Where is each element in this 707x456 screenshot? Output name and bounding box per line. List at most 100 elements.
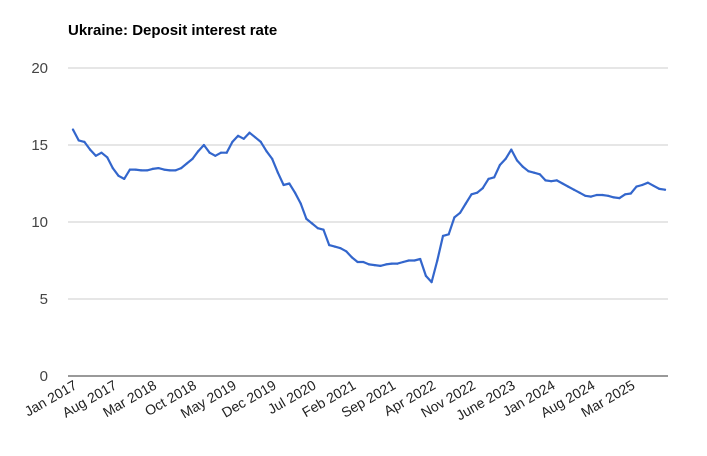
data-point bbox=[652, 184, 655, 187]
data-point bbox=[521, 165, 524, 168]
data-point bbox=[390, 262, 393, 265]
data-point bbox=[345, 250, 348, 253]
data-point bbox=[83, 140, 86, 143]
data-point bbox=[185, 162, 188, 165]
data-point bbox=[515, 159, 519, 162]
y-tick-label: 10 bbox=[31, 214, 48, 231]
data-point bbox=[77, 139, 80, 142]
data-point bbox=[373, 264, 376, 267]
data-point bbox=[447, 233, 450, 236]
data-point bbox=[191, 157, 194, 160]
data-point bbox=[168, 169, 171, 172]
data-point bbox=[527, 170, 530, 173]
data-point bbox=[293, 191, 297, 194]
data-point bbox=[265, 150, 268, 153]
y-tick-label: 15 bbox=[31, 137, 48, 154]
data-point bbox=[612, 196, 615, 199]
data-point bbox=[174, 169, 177, 172]
data-point bbox=[578, 191, 581, 194]
data-point bbox=[424, 274, 427, 277]
data-point bbox=[151, 167, 154, 170]
data-point bbox=[402, 260, 405, 264]
y-tick-label: 20 bbox=[31, 60, 48, 77]
data-point bbox=[225, 151, 228, 154]
data-point bbox=[157, 167, 160, 170]
data-point bbox=[572, 188, 576, 191]
data-point bbox=[350, 256, 353, 259]
data-point bbox=[254, 136, 257, 139]
data-point bbox=[555, 179, 558, 182]
data-point bbox=[646, 181, 650, 184]
data-point bbox=[624, 193, 627, 196]
series-line bbox=[71, 128, 667, 284]
y-tick-label: 5 bbox=[40, 291, 48, 308]
data-point bbox=[385, 263, 388, 266]
data-point bbox=[145, 169, 149, 172]
data-point bbox=[430, 281, 433, 284]
data-point bbox=[453, 216, 456, 219]
data-point bbox=[635, 185, 638, 188]
data-point bbox=[242, 137, 245, 140]
data-point bbox=[248, 131, 251, 134]
data-point bbox=[607, 194, 610, 197]
data-point bbox=[544, 179, 547, 182]
data-point bbox=[658, 187, 661, 190]
data-point bbox=[214, 154, 217, 157]
data-point bbox=[504, 157, 507, 160]
data-point bbox=[464, 202, 467, 205]
data-point bbox=[510, 148, 513, 151]
data-point bbox=[498, 163, 501, 167]
data-point bbox=[663, 188, 667, 191]
data-point bbox=[459, 211, 462, 214]
data-point bbox=[441, 234, 445, 237]
data-point bbox=[589, 195, 593, 198]
data-point bbox=[470, 193, 473, 196]
data-point bbox=[407, 259, 410, 262]
data-point bbox=[117, 174, 120, 177]
data-point bbox=[128, 168, 131, 171]
data-point bbox=[316, 227, 319, 230]
data-point bbox=[140, 169, 143, 172]
data-point bbox=[419, 257, 422, 261]
data-point bbox=[163, 168, 166, 171]
data-point bbox=[413, 259, 416, 262]
data-point bbox=[333, 245, 336, 248]
data-point bbox=[322, 228, 325, 231]
data-point bbox=[339, 247, 342, 250]
data-point bbox=[362, 260, 365, 264]
data-point bbox=[476, 191, 479, 194]
data-point bbox=[493, 176, 496, 179]
data-point bbox=[367, 263, 371, 266]
data-point bbox=[271, 157, 274, 160]
data-point bbox=[584, 194, 587, 197]
y-tick-label: 0 bbox=[40, 368, 48, 385]
data-point bbox=[487, 177, 490, 180]
data-point bbox=[180, 167, 183, 170]
data-point bbox=[550, 180, 553, 183]
data-point bbox=[71, 128, 75, 131]
data-point bbox=[202, 143, 205, 147]
data-point bbox=[396, 262, 399, 265]
data-point bbox=[106, 156, 109, 159]
data-point bbox=[629, 192, 632, 195]
data-point bbox=[561, 182, 564, 185]
data-point bbox=[311, 222, 314, 225]
data-point bbox=[356, 260, 359, 264]
data-point bbox=[379, 264, 382, 267]
data-point bbox=[208, 151, 211, 154]
data-point bbox=[197, 150, 200, 153]
data-point bbox=[111, 167, 114, 170]
data-point bbox=[436, 259, 439, 262]
data-point bbox=[595, 193, 598, 197]
data-point bbox=[641, 183, 644, 187]
data-point bbox=[601, 193, 604, 197]
data-point bbox=[282, 183, 285, 187]
data-point bbox=[567, 185, 570, 188]
data-point bbox=[533, 171, 536, 174]
data-point bbox=[237, 134, 240, 137]
data-point bbox=[123, 177, 126, 180]
data-point bbox=[89, 148, 92, 151]
data-point bbox=[305, 217, 308, 220]
data-point bbox=[288, 182, 291, 185]
